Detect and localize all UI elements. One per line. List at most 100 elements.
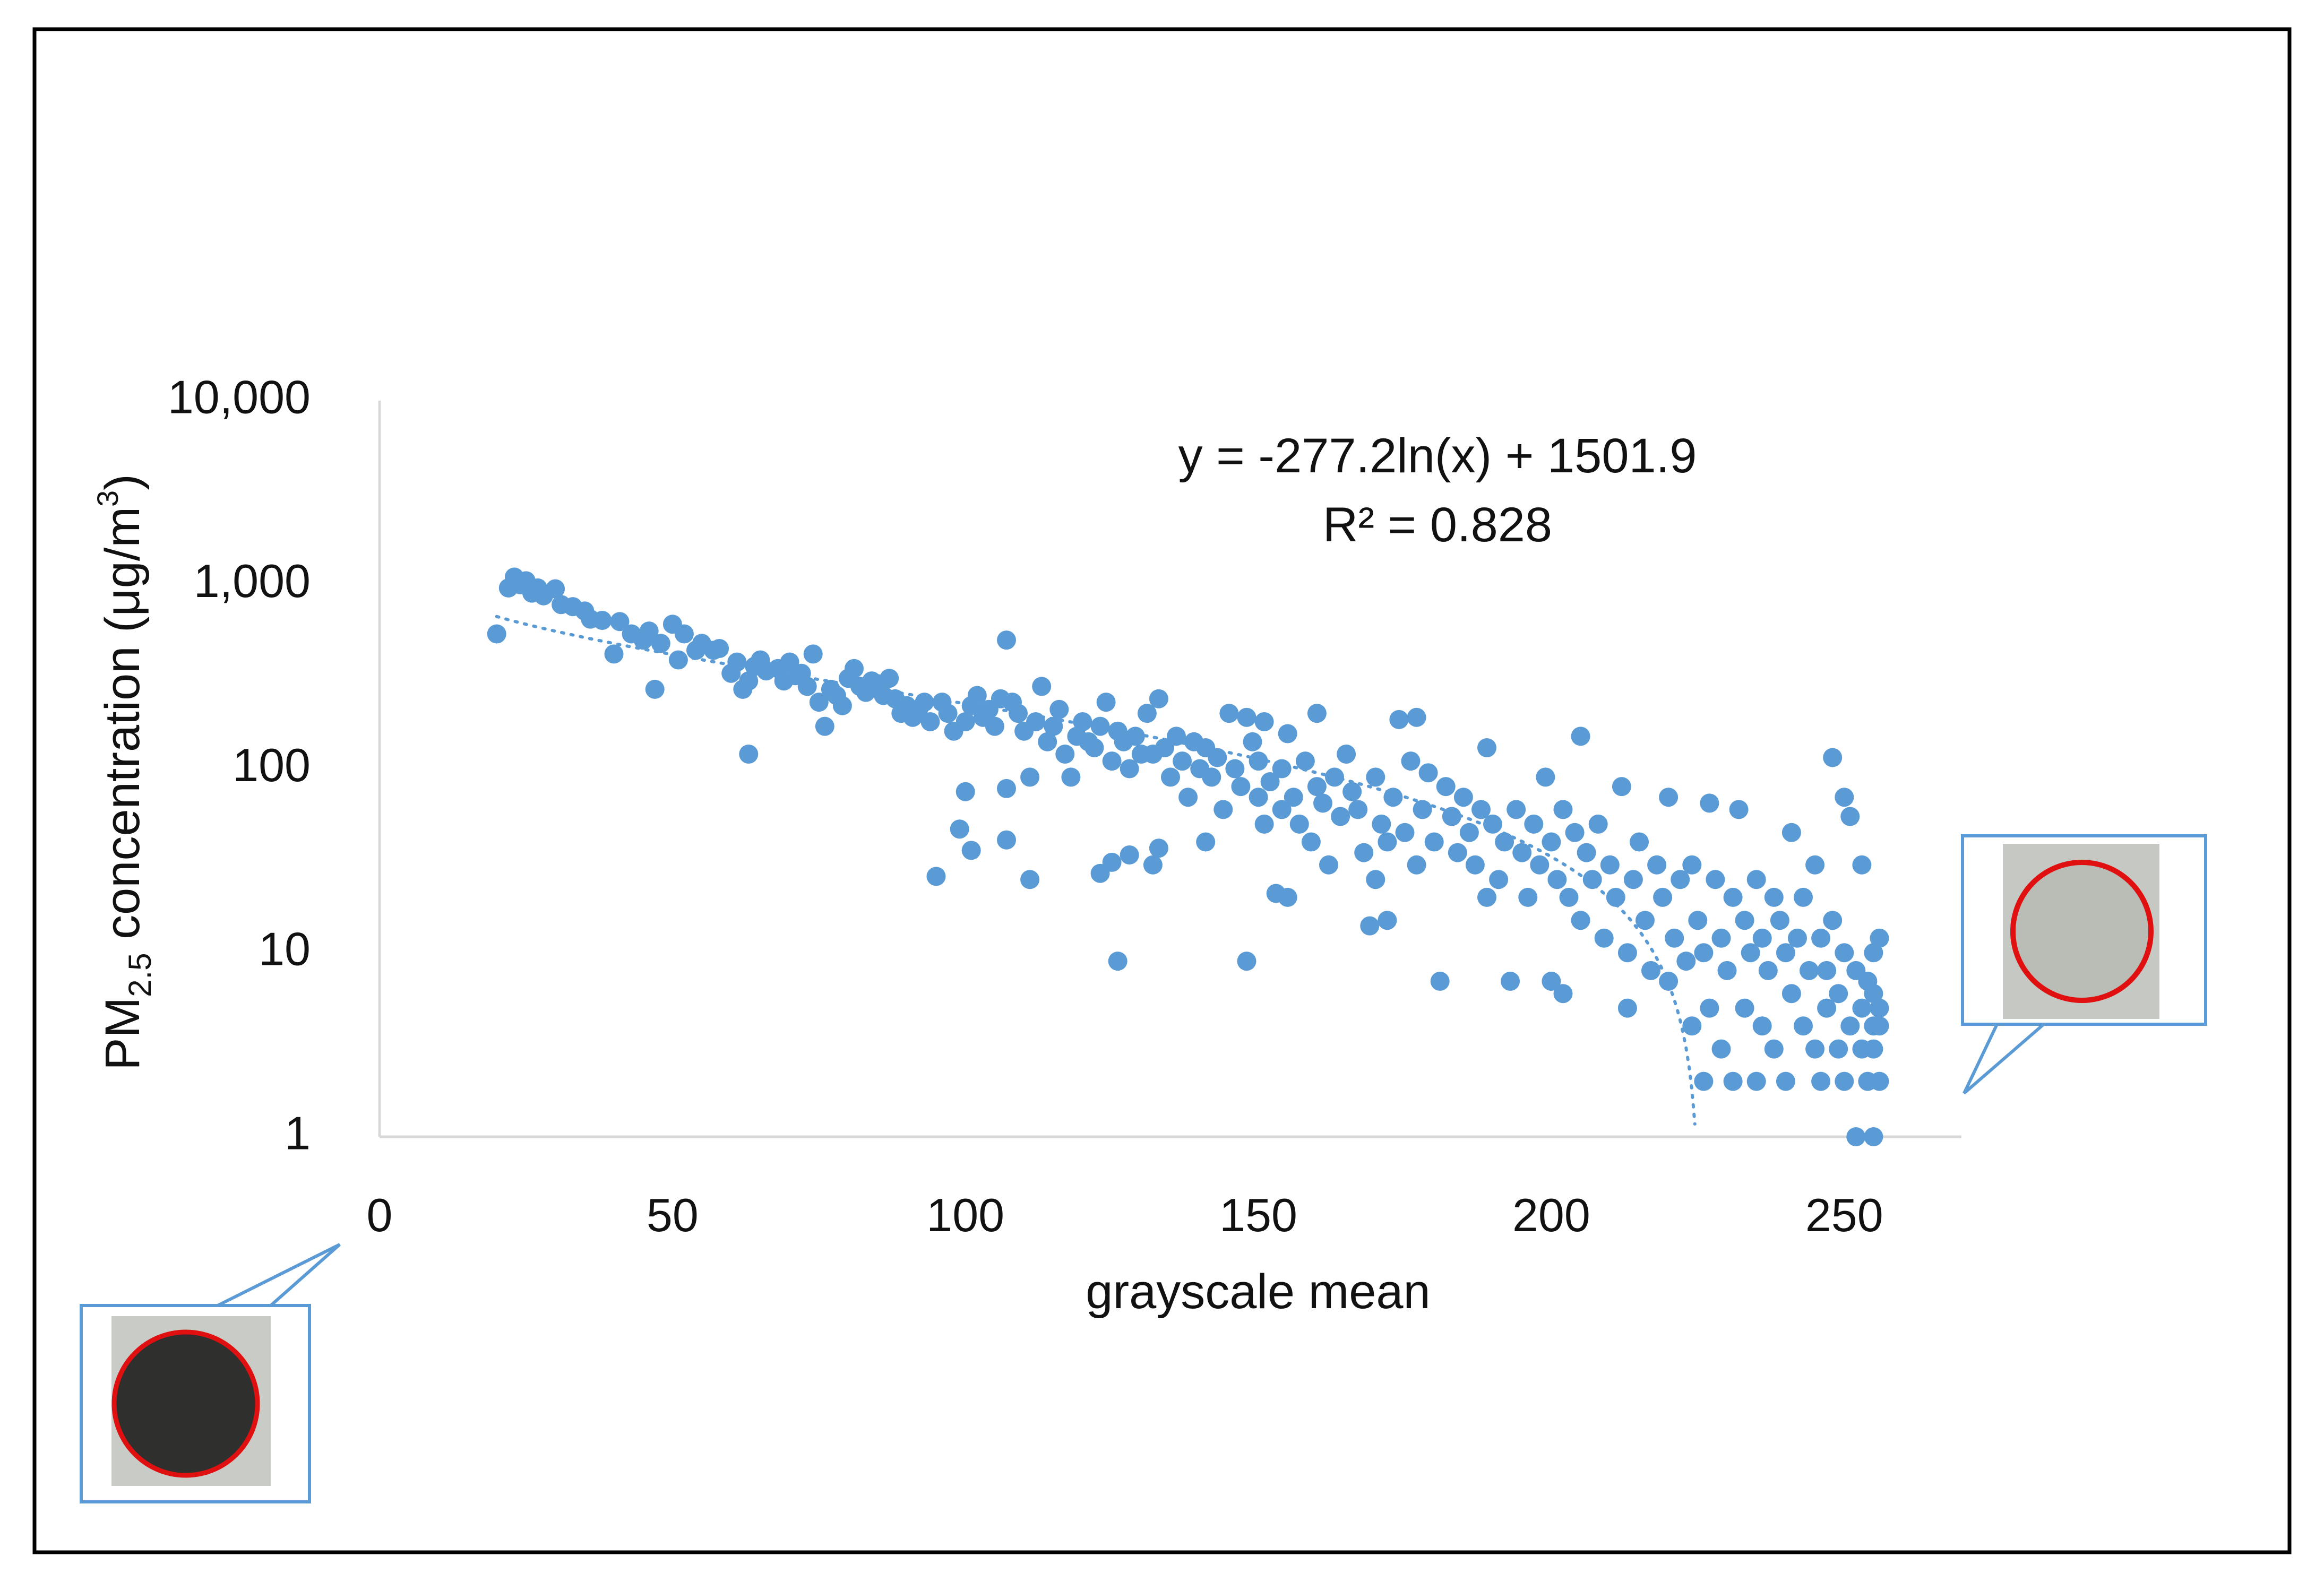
data-point: [1735, 998, 1754, 1018]
data-point: [1225, 759, 1245, 779]
data-point: [1319, 855, 1338, 875]
data-point: [1120, 845, 1139, 865]
data-point: [1676, 952, 1696, 971]
data-point: [639, 621, 659, 641]
data-point: [997, 779, 1016, 798]
data-point: [1823, 911, 1843, 930]
data-points: [487, 567, 1889, 1146]
r-squared-label: R² = 0.828: [1323, 498, 1552, 552]
data-point: [1530, 855, 1550, 875]
data-point: [1723, 887, 1743, 907]
data-point: [1577, 843, 1596, 862]
data-point: [1202, 767, 1221, 787]
data-point: [1800, 961, 1819, 980]
figure-frame: [32, 27, 2292, 1554]
data-point: [1776, 943, 1795, 963]
x-tick-label: 50: [647, 1189, 699, 1241]
data-point: [1366, 870, 1385, 889]
data-point: [1178, 788, 1198, 807]
data-point: [1038, 732, 1057, 751]
data-point: [592, 611, 612, 630]
data-point: [727, 652, 747, 672]
data-point: [1260, 772, 1280, 791]
data-point: [1617, 943, 1637, 963]
data-point: [1313, 793, 1332, 813]
data-point: [546, 579, 565, 599]
data-point: [1102, 852, 1122, 872]
data-point: [938, 704, 958, 723]
data-point: [1794, 887, 1813, 907]
data-point: [1846, 1127, 1866, 1146]
data-point: [1395, 823, 1415, 842]
x-tick-label: 150: [1219, 1189, 1297, 1241]
data-point: [1254, 814, 1274, 834]
data-point: [1623, 870, 1643, 889]
data-point: [1237, 707, 1256, 727]
data-point: [1588, 814, 1608, 834]
data-point: [1582, 870, 1602, 889]
data-point: [487, 624, 506, 644]
data-point: [1407, 707, 1426, 727]
data-point: [1735, 911, 1754, 930]
data-point: [803, 644, 823, 664]
x-tick-label: 100: [926, 1189, 1004, 1241]
data-point: [1477, 887, 1496, 907]
data-point: [739, 745, 759, 764]
data-point: [1864, 1127, 1883, 1146]
data-point: [1835, 1071, 1854, 1091]
data-point: [651, 634, 670, 653]
data-point: [1465, 855, 1485, 875]
data-point: [832, 696, 852, 715]
x-tick-label: 200: [1512, 1189, 1590, 1241]
data-point: [1711, 928, 1731, 948]
data-point: [1518, 887, 1538, 907]
data-point: [1272, 759, 1292, 779]
y-axis-title-main: PM: [96, 997, 150, 1070]
data-point: [1553, 984, 1573, 1004]
data-point: [1161, 767, 1180, 787]
data-point: [1542, 832, 1561, 852]
data-point: [1823, 748, 1843, 767]
data-point: [956, 712, 975, 731]
data-point: [1864, 984, 1883, 1004]
data-point: [1489, 870, 1509, 889]
data-point: [1805, 1039, 1825, 1059]
callout-pointer: [1963, 1023, 2045, 1095]
data-point: [1553, 800, 1573, 819]
data-point: [674, 624, 694, 644]
data-point: [1682, 855, 1702, 875]
data-point: [1507, 800, 1526, 819]
data-point: [1213, 800, 1233, 819]
data-point: [967, 686, 987, 705]
data-point: [1413, 800, 1432, 819]
data-point: [1149, 689, 1168, 708]
data-point: [1805, 855, 1825, 875]
data-point: [645, 679, 665, 699]
data-point: [1770, 911, 1789, 930]
data-point: [610, 612, 630, 632]
data-point: [1090, 716, 1110, 736]
data-point: [1752, 1016, 1772, 1036]
data-point: [1337, 745, 1356, 764]
data-point: [1307, 777, 1327, 797]
y-axis-title-subscript: 2.5: [122, 953, 158, 997]
data-point: [1167, 727, 1186, 746]
data-point: [1284, 788, 1303, 807]
data-point: [1295, 751, 1315, 771]
x-axis-title: grayscale mean: [1086, 1265, 1430, 1319]
data-point: [1032, 677, 1052, 696]
data-point: [1219, 704, 1239, 723]
data-point: [1682, 1016, 1702, 1036]
data-point: [1811, 1071, 1831, 1091]
data-point: [797, 677, 817, 696]
data-point: [1307, 704, 1327, 723]
data-point: [1096, 693, 1116, 712]
data-point: [1471, 800, 1491, 819]
data-point: [1794, 1016, 1813, 1036]
data-point: [1829, 1039, 1848, 1059]
data-point: [1764, 887, 1784, 907]
data-point: [1401, 751, 1421, 771]
y-tick-label: 10,000: [168, 370, 311, 423]
data-point: [1084, 738, 1104, 757]
